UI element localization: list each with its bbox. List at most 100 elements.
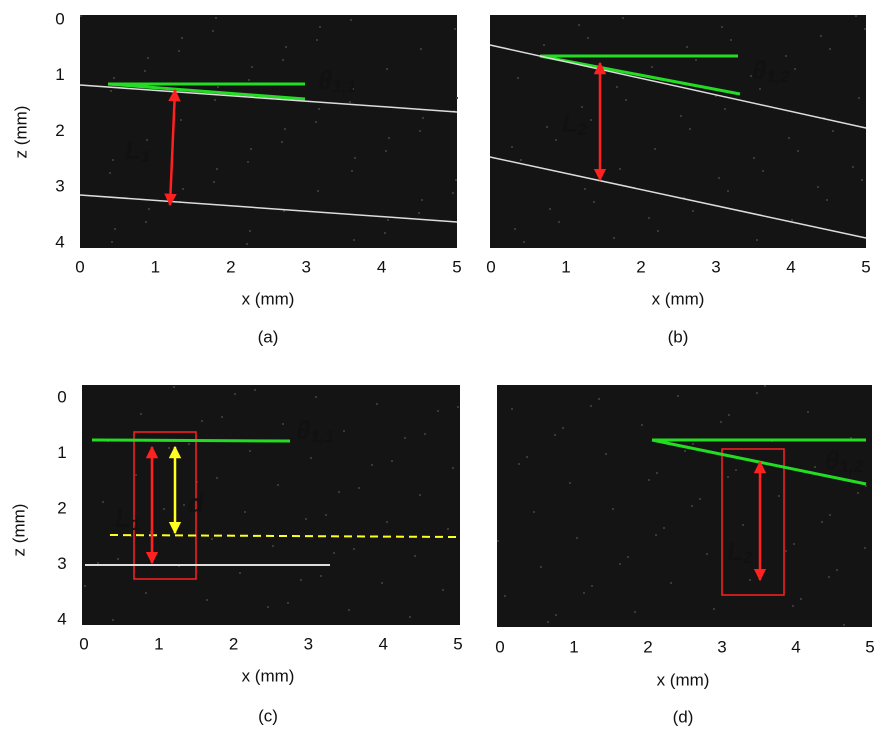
y-tick-label: 3 — [55, 177, 64, 196]
speckle — [546, 126, 548, 128]
annotation-symbol: L — [125, 135, 141, 165]
x-tick-label: 1 — [569, 637, 578, 656]
speckle — [713, 608, 715, 610]
speckle — [724, 108, 726, 110]
speckle — [109, 172, 111, 174]
speckle — [163, 508, 165, 510]
x-tick-label: 4 — [377, 257, 386, 276]
x-tick-label: 2 — [636, 257, 645, 276]
speckle — [843, 624, 845, 626]
speckle — [619, 563, 621, 565]
speckle — [861, 179, 863, 181]
y-axis-label: z (mm) — [9, 504, 28, 557]
speckle — [452, 192, 454, 194]
speckle — [315, 396, 317, 398]
speckle — [419, 494, 421, 496]
speckle — [520, 159, 522, 161]
speckle — [317, 190, 319, 192]
speckle — [249, 450, 251, 452]
speckle — [864, 28, 866, 30]
speckle — [689, 128, 691, 130]
annotation-line — [79, 84, 458, 113]
annotation: θ1,2 — [752, 55, 791, 87]
speckle — [420, 48, 422, 50]
speckle — [112, 619, 114, 621]
speckle — [178, 50, 180, 52]
x-tick-label: 1 — [561, 257, 570, 276]
annotation-subscript: 1 — [141, 147, 150, 166]
speckle — [213, 181, 215, 183]
speckle — [706, 553, 708, 555]
speckle — [214, 99, 216, 101]
speckle — [180, 119, 182, 121]
speckle — [206, 599, 208, 601]
annotation: θ1,1 — [318, 65, 356, 97]
speckle — [97, 562, 99, 564]
speckle — [523, 241, 525, 243]
annotation-symbol: θ — [825, 445, 840, 475]
speckle — [826, 199, 828, 201]
speckle — [447, 528, 449, 530]
x-axis-label: x (mm) — [242, 666, 295, 685]
speckle — [196, 481, 198, 483]
speckle — [409, 616, 411, 618]
speckle — [728, 414, 730, 416]
speckle — [547, 621, 549, 623]
speckle — [251, 66, 253, 68]
speckle — [778, 495, 780, 497]
annotation-symbol: θ — [296, 415, 311, 445]
speckle — [442, 589, 444, 591]
speckle — [386, 68, 388, 70]
annotation: L1 — [115, 503, 140, 535]
speckle — [655, 534, 657, 536]
speckle — [852, 166, 854, 168]
speckle — [857, 492, 859, 494]
speckle — [113, 77, 115, 79]
speckle — [591, 585, 593, 587]
annotation: L2 — [727, 536, 753, 568]
x-tick-label: 5 — [865, 637, 874, 656]
y-tick-label: 0 — [57, 387, 66, 406]
speckle — [864, 547, 866, 549]
speckle — [215, 17, 217, 19]
annotation-subscript: 1,2 — [767, 67, 791, 86]
speckle — [727, 190, 729, 192]
speckle — [388, 137, 390, 139]
speckle — [612, 508, 614, 510]
speckle — [558, 221, 560, 223]
speckle — [110, 90, 112, 92]
speckle — [282, 59, 284, 61]
x-tick-label: 2 — [229, 634, 238, 653]
speckle — [310, 457, 312, 459]
speckle — [282, 423, 284, 425]
speckle — [112, 159, 114, 161]
speckle — [333, 552, 335, 554]
speckle — [583, 592, 585, 594]
annotation-subscript: 2 — [577, 120, 588, 139]
speckle — [625, 99, 627, 101]
speckle — [457, 406, 459, 408]
speckle — [246, 243, 248, 245]
speckle — [762, 170, 764, 172]
speckle — [683, 197, 685, 199]
x-axis-label: x (mm) — [242, 289, 295, 308]
speckle — [248, 79, 250, 81]
panel-label: (a) — [258, 327, 279, 346]
speckle — [749, 579, 751, 581]
speckle — [590, 405, 592, 407]
speckle — [793, 543, 795, 545]
speckle — [319, 26, 321, 28]
speckle — [419, 130, 421, 132]
x-axis-label: x (mm) — [652, 289, 705, 308]
speckle — [249, 230, 251, 232]
speckle — [421, 199, 423, 201]
speckle — [756, 392, 758, 394]
speckle — [613, 237, 615, 239]
speckle — [358, 487, 360, 489]
roi-box — [133, 431, 197, 580]
speckle — [453, 110, 455, 112]
speckle — [581, 106, 583, 108]
x-tick-label: 3 — [711, 257, 720, 276]
speckle — [254, 389, 256, 391]
speckle — [211, 538, 213, 540]
